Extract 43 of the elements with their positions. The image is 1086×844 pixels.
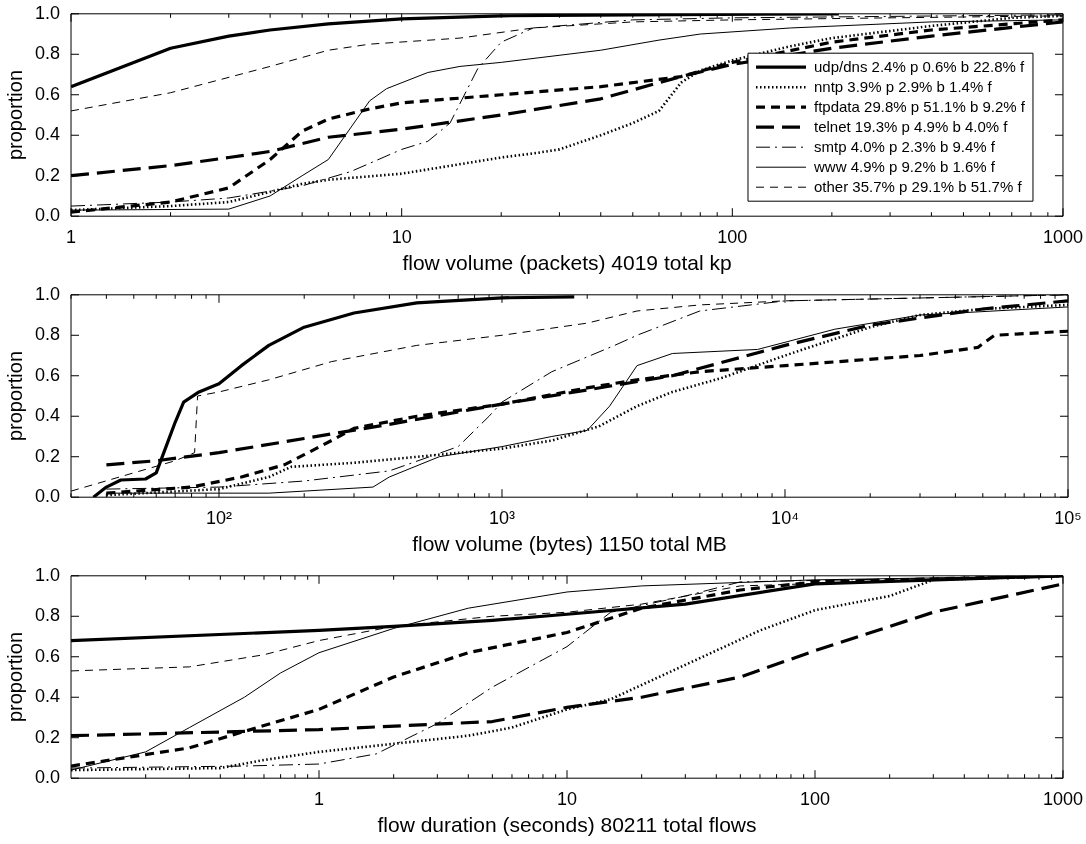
y-tick-label: 0.2 xyxy=(34,726,61,747)
y-tick-label: 0.8 xyxy=(34,43,61,64)
y-axis-title: proportion xyxy=(3,631,26,723)
y-tick-label: 0.4 xyxy=(34,124,61,145)
y-axis-title: proportion xyxy=(3,69,26,161)
x-tick-label: 10⁵ xyxy=(1054,507,1082,528)
legend-label: ftpdata 29.8% p 51.1% b 9.2% f xyxy=(814,98,1026,116)
x-tick-label: 1 xyxy=(66,226,77,247)
legend-label: www 4.9% p 9.2% b 1.6% f xyxy=(813,158,996,176)
y-axis-title: proportion xyxy=(3,350,26,442)
y-tick-label: 0.0 xyxy=(34,767,61,788)
legend-label: other 35.7% p 29.1% b 51.7% f xyxy=(814,178,1023,196)
y-tick-label: 1.0 xyxy=(34,564,61,585)
y-tick-label: 0.8 xyxy=(34,324,61,345)
x-axis-title: flow volume (bytes) 1150 total MB xyxy=(412,532,727,556)
legend-label: smtp 4.0% p 2.3% b 9.4% f xyxy=(814,138,996,156)
x-tick-label: 10 xyxy=(391,226,412,247)
x-axis-title: flow volume (packets) 4019 total kp xyxy=(402,251,732,275)
x-tick-label: 10³ xyxy=(488,507,516,528)
x-tick-label: 1000 xyxy=(1042,788,1083,809)
y-tick-label: 0.6 xyxy=(34,364,61,385)
y-tick-label: 0.0 xyxy=(34,486,61,507)
x-tick-label: 100 xyxy=(799,788,831,809)
x-axis-title: flow duration (seconds) 80211 total flows xyxy=(377,813,757,837)
x-tick-label: 10⁴ xyxy=(771,507,799,528)
x-tick-label: 10² xyxy=(205,507,233,528)
y-tick-label: 0.6 xyxy=(34,83,61,104)
legend-label: telnet 19.3% p 4.9% b 4.0% f xyxy=(814,118,1009,136)
y-tick-label: 0.2 xyxy=(34,164,61,185)
y-tick-label: 1.0 xyxy=(34,283,61,304)
y-tick-label: 0.4 xyxy=(34,686,61,707)
x-tick-label: 1000 xyxy=(1042,226,1083,247)
y-tick-label: 0.2 xyxy=(34,445,61,466)
legend-label: udp/dns 2.4% p 0.6% b 22.8% f xyxy=(814,58,1025,76)
y-tick-label: 1.0 xyxy=(34,2,61,23)
y-tick-label: 0.0 xyxy=(34,205,61,226)
x-tick-label: 10 xyxy=(556,788,578,809)
x-tick-label: 100 xyxy=(717,226,748,247)
y-tick-label: 0.6 xyxy=(34,645,61,666)
x-tick-label: 1 xyxy=(314,788,325,809)
legend-label: nntp 3.9% p 2.9% b 1.4% f xyxy=(814,78,993,96)
y-tick-label: 0.8 xyxy=(34,605,61,626)
y-tick-label: 0.4 xyxy=(34,405,61,426)
